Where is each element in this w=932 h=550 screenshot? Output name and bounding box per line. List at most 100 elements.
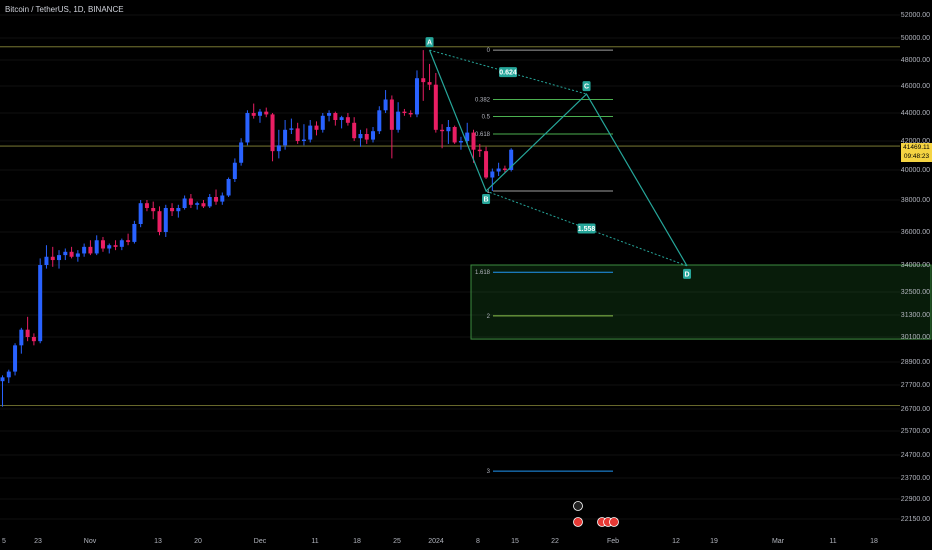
candle-body [283,129,288,146]
pattern-point-badge [425,37,434,48]
candle-body [113,245,118,247]
time-tick-label: 11 [311,538,318,545]
pattern-point-badge [683,268,692,279]
candle-body [239,142,244,163]
time-tick-label: 18 [870,538,878,545]
time-tick-label: 22 [551,538,559,545]
pattern-point-badge [482,194,491,204]
price-tick-label: 30100.00 [901,334,930,341]
price-tick-label: 22150.00 [901,516,930,523]
pattern-point-badge [582,81,591,92]
candle-body [352,122,357,139]
time-axis[interactable]: 5 23 Nov 13 20 Dec 11 18 25 2024 8 15 22 Feb 12 19 Mar 11… [2,538,878,545]
time-tick-label: Nov [84,538,97,545]
fib-level-label: 2 [487,314,491,320]
event-icons[interactable] [573,501,619,527]
candle-body [414,78,419,115]
current-price-countdown: 09:48:23 [903,153,930,160]
candle-body [75,253,80,257]
price-tick-label: 42000.00 [901,138,930,145]
abcd-pattern[interactable]: A B C D 0.624 1.558 [425,37,692,279]
current-price-value: 41469.11 [903,144,930,151]
candle-body [214,197,219,202]
time-tick-label: Mar [772,538,785,545]
current-price-badge: 41469.11 09:48:23 [901,143,932,162]
price-tick-label: 31300.00 [901,312,930,319]
price-tick-label: 27700.00 [901,382,930,389]
price-tick-label: 48000.00 [901,57,930,64]
candle-body [25,329,30,337]
candle-body [201,203,206,207]
price-tick-label: 46000.00 [901,83,930,90]
pattern-legs [428,49,688,267]
candle-body [107,245,112,249]
price-tick-label: 36000.00 [901,229,930,236]
candle-body [50,256,55,261]
candle-body [490,171,495,178]
candle-body [289,128,294,130]
target-zone [470,264,932,340]
candle-body [6,371,11,378]
candle-body [345,117,350,123]
price-tick-label: 50000.00 [901,35,930,42]
candle-body [465,132,470,141]
candle-body [327,113,332,116]
candle-body [57,255,62,261]
candle-body [170,208,175,212]
candle-body [100,240,105,249]
candle-body [433,84,438,130]
candle-body [251,113,256,116]
candle-body [19,329,24,346]
candle-body [31,337,36,342]
candle-body [188,198,193,205]
candle-body [371,131,376,140]
fib-level-label: 0.618 [475,132,491,138]
pattern-point-label: C [584,84,589,91]
time-tick-label: 19 [710,538,718,545]
price-tick-label: 40000.00 [901,167,930,174]
candle-body [458,141,463,143]
candle-body [333,113,338,120]
time-tick-label: 8 [476,538,480,545]
price-tick-label: 23700.00 [901,475,930,482]
candle-body [396,111,401,130]
candle-body [138,203,143,224]
candle-body [509,149,514,170]
price-tick-label: 28900.00 [901,359,930,366]
time-tick-label: 25 [393,538,401,545]
chart-title: Bitcoin / TetherUS, 1D, BINANCE [5,5,124,14]
price-tick-label: 26700.00 [901,406,930,413]
pattern-point-label: B [484,197,489,204]
candle-body [314,125,319,130]
horizontal-lines [0,46,900,406]
lightning-icon [573,501,583,511]
candle-body [232,162,237,179]
candle-body [38,265,43,342]
candle-body [151,208,156,212]
candle-body [452,127,457,143]
candle-body [195,203,200,205]
price-tick-label: 52000.00 [901,12,930,19]
price-tick-label: 34000.00 [901,262,930,269]
time-tick-label: Feb [607,538,619,545]
price-axis[interactable]: 52000.00 50000.00 48000.00 46000.00 44000.00… [901,12,930,523]
fib-level-label: 1.618 [475,270,491,276]
candle-body [119,240,124,247]
candle-body [496,168,501,172]
price-tick-label: 44000.00 [901,110,930,117]
candle-body [364,134,369,140]
candle-body [339,117,344,120]
candle-body [320,115,325,130]
candle-body [440,129,445,132]
time-tick-label: 15 [511,538,519,545]
fib-level-label: 0 [487,48,491,54]
event-icon [609,517,619,527]
price-tick-label: 22900.00 [901,496,930,503]
candle-body [308,125,313,140]
candle-body [358,134,363,139]
candle-body [383,99,388,111]
candle-body [276,145,281,152]
time-tick-label: 20 [194,538,202,545]
candle-body [220,195,225,202]
